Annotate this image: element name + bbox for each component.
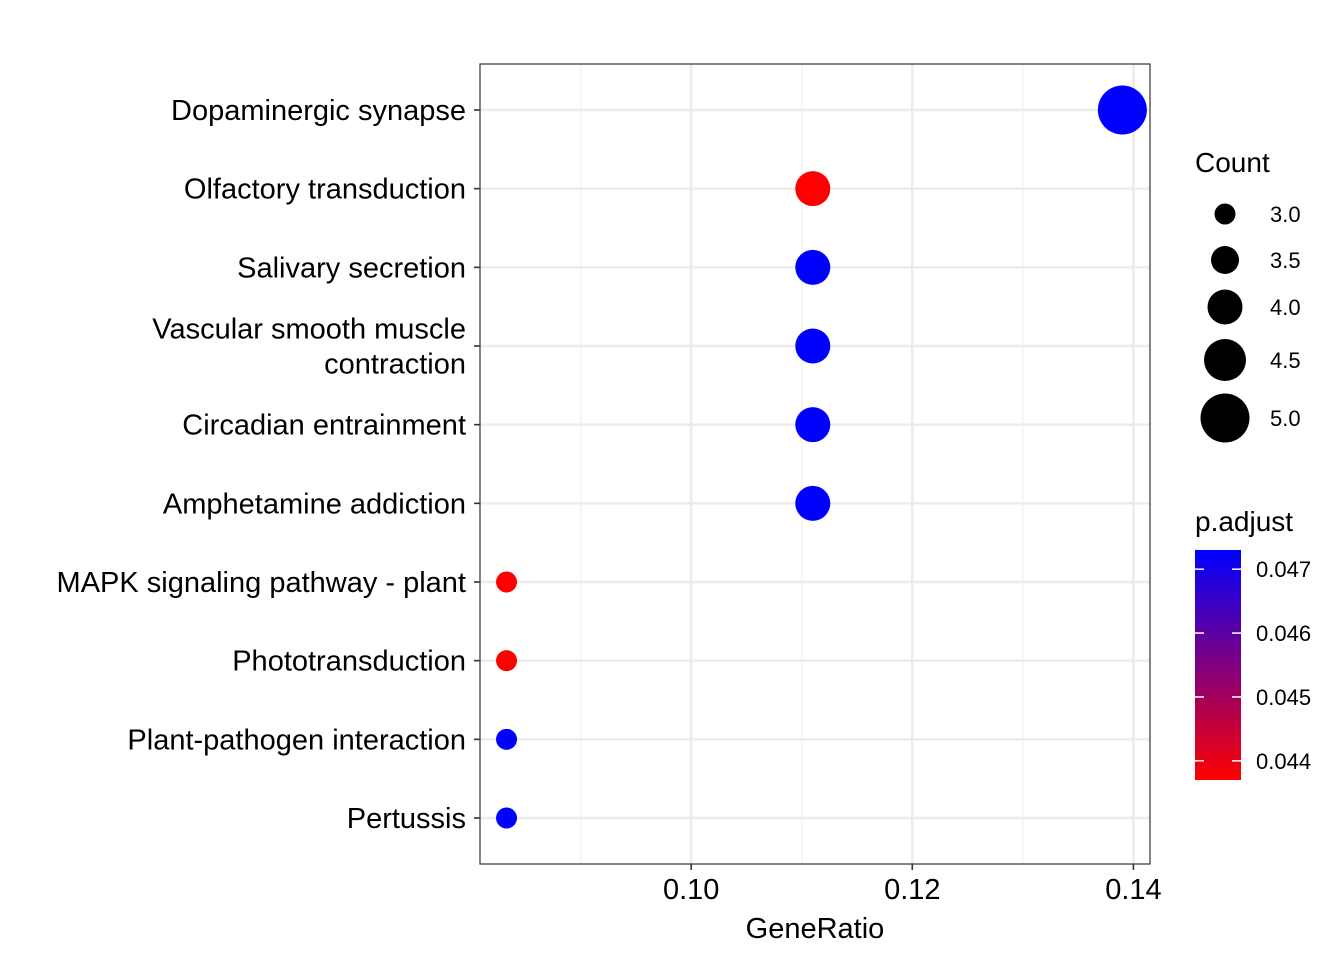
p-adjust-colorbar: [1195, 550, 1241, 780]
y-tick-label-line: MAPK signaling pathway - plant: [57, 567, 466, 599]
major-gridlines: [480, 64, 1150, 864]
p-adjust-legend-label: 0.046: [1256, 621, 1311, 646]
p-adjust-legend-label: 0.044: [1256, 749, 1311, 774]
count-legend-key: [1207, 289, 1243, 325]
y-tick-label-line: Olfactory transduction: [184, 174, 466, 206]
count-legend-label: 3.5: [1270, 248, 1301, 273]
p-adjust-legend-title: p.adjust: [1195, 506, 1293, 537]
y-tick-label-line: contraction: [324, 349, 466, 381]
y-tick-label-olfactory-transduction: Olfactory transduction: [184, 174, 466, 206]
y-tick-label-dopaminergic-synapse: Dopaminergic synapse: [171, 95, 466, 127]
y-tick-label-pertussis: Pertussis: [347, 803, 466, 835]
point-salivary-secretion: [795, 249, 831, 285]
y-tick-label-line: Vascular smooth muscle: [152, 314, 466, 346]
point-circadian-entrainment: [795, 407, 831, 443]
count-legend-label: 5.0: [1270, 406, 1301, 431]
y-tick-label-line: Phototransduction: [232, 646, 466, 678]
p-adjust-legend-label: 0.047: [1256, 557, 1311, 582]
point-phototransduction: [496, 650, 518, 672]
y-tick-label-circadian-entrainment: Circadian entrainment: [182, 410, 466, 442]
y-tick-label-line: Salivary secretion: [237, 252, 466, 284]
x-tick-label: 0.14: [1105, 874, 1161, 906]
point-dopaminergic-synapse: [1097, 85, 1147, 135]
y-tick-label-phototransduction: Phototransduction: [232, 646, 466, 678]
point-amphetamine-addiction: [795, 485, 831, 521]
x-tick-label: 0.12: [884, 874, 940, 906]
data-points: [496, 85, 1147, 829]
p-adjust-legend: p.adjust 0.047 0.046 0.045 0.044: [1195, 506, 1311, 780]
y-tick-label-line: Pertussis: [347, 803, 466, 835]
count-legend-label: 3.0: [1270, 202, 1301, 227]
count-legend-label: 4.5: [1270, 348, 1301, 373]
y-axis: Dopaminergic synapse Olfactory transducti…: [57, 95, 480, 835]
y-tick-label-plant-pathogen-interaction: Plant-pathogen interaction: [127, 724, 466, 756]
count-legend-title: Count: [1195, 147, 1270, 178]
y-tick-label-salivary-secretion: Salivary secretion: [237, 252, 466, 284]
count-legend-key: [1204, 339, 1246, 381]
count-legend-key: [1211, 246, 1239, 274]
y-tick-label-amphetamine-addiction: Amphetamine addiction: [163, 488, 466, 520]
point-pertussis: [496, 807, 518, 829]
point-olfactory-transduction: [795, 171, 831, 207]
y-tick-label-line: Dopaminergic synapse: [171, 95, 466, 127]
x-tick-label: 0.10: [663, 874, 719, 906]
point-mapk-signaling-pathway-plant: [496, 571, 518, 593]
count-legend-key: [1214, 203, 1236, 225]
point-plant-pathogen-interaction: [496, 728, 518, 750]
x-axis-title: GeneRatio: [746, 913, 885, 945]
x-axis: 0.10 0.12 0.14: [663, 864, 1162, 906]
count-legend-label: 4.0: [1270, 295, 1301, 320]
y-tick-label-vascular-smooth-muscle-contraction: Vascular smooth muscle contraction: [152, 314, 466, 381]
y-tick-label-line: Plant-pathogen interaction: [127, 724, 466, 756]
y-tick-label-mapk-signaling-pathway-plant: MAPK signaling pathway - plant: [57, 567, 466, 599]
y-tick-label-line: Circadian entrainment: [182, 410, 466, 442]
panel-border: [479, 63, 1151, 865]
y-tick-label-line: Amphetamine addiction: [163, 488, 466, 520]
count-legend-key: [1200, 393, 1250, 443]
point-vascular-smooth-muscle-contraction: [795, 328, 831, 364]
p-adjust-legend-label: 0.045: [1256, 685, 1311, 710]
